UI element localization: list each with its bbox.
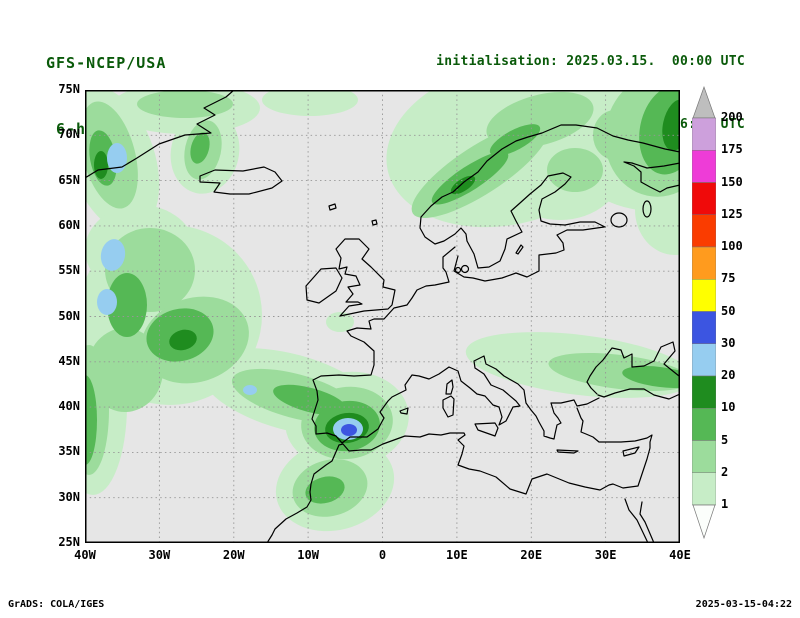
- lat-tick-35N: 35N: [58, 444, 80, 459]
- coastline-ireland: [305, 267, 343, 304]
- colorbar-level-75: 75: [721, 271, 736, 286]
- coastline-corsica: [445, 379, 454, 395]
- lon-tick-30W: 30W: [148, 548, 171, 562]
- coastline-gotland: [515, 244, 524, 255]
- coastline-baltic-south: [453, 226, 605, 282]
- colorbar-segment: [691, 343, 717, 377]
- lon-tick-20W: 20W: [222, 548, 245, 562]
- coastline-faroe: [328, 203, 337, 211]
- colorbar-segment: [691, 117, 717, 151]
- coastline-sicily: [474, 422, 499, 437]
- coastline-black-sea-south: [597, 388, 681, 400]
- colorbar-level-20: 20: [721, 368, 736, 382]
- colorbar-level-10: 10: [721, 400, 736, 415]
- colorbar-segment: [691, 246, 717, 280]
- colorbar-level-150: 150: [721, 174, 743, 189]
- map-canvas: [59, 59, 730, 544]
- coastline-iceland: [199, 166, 283, 195]
- colorbar-segment: [691, 279, 717, 312]
- lon-tick-40E: 40E: [669, 548, 691, 562]
- colorbar-arrow-top: [692, 85, 716, 119]
- coastline-mallorca: [399, 407, 409, 415]
- colorbar-level-175: 175: [721, 142, 743, 157]
- lon-tick-40W: 40W: [74, 548, 96, 562]
- lat-tick-60N: 60N: [58, 217, 80, 232]
- coastline-crete: [556, 449, 579, 454]
- coastline-turkey-levant-africa: [266, 407, 653, 544]
- lake-ladoga: [610, 212, 628, 228]
- colorbar-segment: [691, 214, 717, 248]
- coastline-greenland: [84, 89, 235, 179]
- coastline-sardinia: [442, 395, 455, 418]
- init-time-label: initialisation: 2025.03.15. 00:00 UTC: [436, 54, 745, 69]
- lon-tick-10W: 10W: [297, 548, 319, 562]
- colorbar-level-2: 2: [721, 464, 729, 479]
- colorbar-segment: [691, 182, 717, 215]
- grid-lines: [85, 90, 680, 543]
- lon-tick-30E: 30E: [594, 548, 617, 562]
- colorbar-segment: [691, 440, 717, 473]
- lon-tick-0: 0: [378, 548, 387, 562]
- lat-tick-55N: 55N: [58, 263, 80, 278]
- map-frame: [85, 90, 680, 543]
- colorbar-segment: [691, 311, 717, 344]
- lat-tick-40N: 40N: [58, 399, 80, 414]
- lat-tick-70N: 70N: [58, 127, 80, 142]
- colorbar-scale: [691, 85, 717, 540]
- colorbar-level-1: 1: [721, 497, 729, 511]
- map-plot: [59, 59, 730, 544]
- coastline-red-sea-aqaba: [639, 501, 655, 544]
- colorbar-level-100: 100: [721, 239, 743, 253]
- lat-tick-25N: 25N: [58, 535, 80, 549]
- lat-tick-50N: 50N: [58, 308, 80, 323]
- lon-tick-10E: 10E: [446, 548, 468, 562]
- colorbar: [691, 85, 717, 540]
- coastline-red-sea-suez: [624, 498, 649, 544]
- coastline-great-britain: [335, 238, 396, 317]
- colorbar-level-125: 125: [721, 206, 743, 221]
- coastline-scandinavia: [419, 124, 681, 269]
- lat-tick-30N: 30N: [58, 489, 80, 504]
- coastline-black-sea-north: [586, 341, 680, 395]
- colorbar-level-30: 30: [721, 335, 736, 350]
- denmark-island-funen: [454, 266, 462, 274]
- colorbar-segment: [691, 150, 717, 183]
- grads-credit: GrADS: COLA/IGES: [8, 599, 105, 610]
- coastlines: [84, 89, 681, 544]
- creation-timestamp: 2025-03-15-04:22: [695, 599, 792, 610]
- lat-tick-65N: 65N: [58, 172, 80, 187]
- colorbar-segment: [691, 408, 717, 441]
- coastline-white-sea: [623, 161, 681, 193]
- lon-tick-20E: 20E: [520, 548, 543, 562]
- colorbar-level-200: 200: [721, 110, 743, 124]
- colorbar-level-50: 50: [721, 303, 736, 318]
- colorbar-arrow-bottom: [692, 504, 716, 540]
- model-name: GFS-NCEP/USA: [46, 54, 167, 72]
- colorbar-segment: [691, 472, 717, 506]
- coastline-shetland: [371, 219, 378, 226]
- coastline-cyprus: [622, 446, 640, 457]
- denmark-island-zealand: [460, 264, 470, 274]
- lat-tick-45N: 45N: [58, 353, 80, 368]
- lake-onega: [642, 200, 652, 218]
- lat-tick-75N: 75N: [58, 82, 80, 96]
- coastline-continent-west-med: [311, 246, 600, 444]
- colorbar-segment: [691, 375, 717, 409]
- colorbar-level-5: 5: [721, 432, 729, 447]
